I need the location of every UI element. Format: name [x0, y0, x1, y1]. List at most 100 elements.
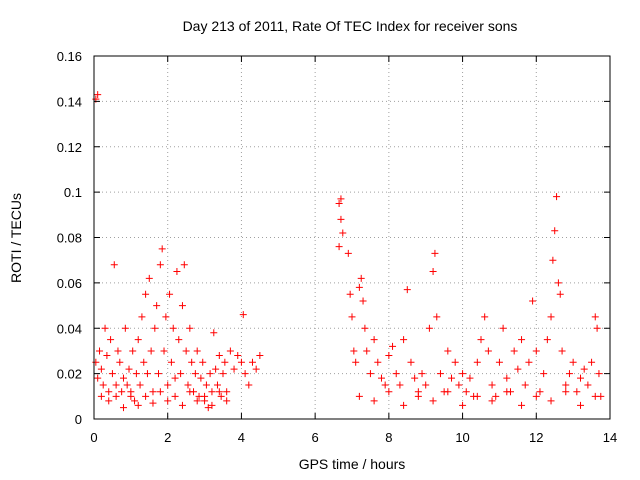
data-point [529, 297, 537, 305]
y-ticks: 0 0.02 0.04 0.06 0.08 0.1 0.12 0.14 0.16 [57, 49, 610, 427]
data-point [171, 374, 179, 382]
data-point [355, 392, 363, 400]
data-points [92, 91, 605, 412]
data-point [131, 397, 139, 405]
data-point [145, 274, 153, 282]
data-point [167, 358, 175, 366]
x-tick-label: 0 [90, 430, 97, 445]
data-point [210, 329, 218, 337]
y-tick-label: 0.14 [57, 94, 82, 109]
data-point [96, 347, 104, 355]
y-tick-label: 0.12 [57, 140, 82, 155]
data-point [197, 374, 205, 382]
data-point [484, 347, 492, 355]
data-point [94, 374, 102, 382]
data-point [518, 401, 526, 409]
data-point [556, 290, 564, 298]
data-point [156, 388, 164, 396]
data-point [385, 351, 393, 359]
data-point [549, 256, 557, 264]
data-point [466, 374, 474, 382]
data-point [462, 388, 470, 396]
data-point [136, 381, 144, 389]
x-tick-label: 6 [312, 430, 319, 445]
data-point [558, 347, 566, 355]
data-point [584, 381, 592, 389]
data-point [217, 392, 225, 400]
data-point [521, 381, 529, 389]
data-point [565, 370, 573, 378]
data-point [208, 401, 216, 409]
data-point [177, 370, 185, 378]
data-point [245, 381, 253, 389]
data-point [573, 388, 581, 396]
data-point [116, 358, 124, 366]
data-point [223, 397, 231, 405]
data-point [248, 358, 256, 366]
data-point [193, 397, 201, 405]
data-point [149, 388, 157, 396]
data-point [164, 381, 172, 389]
data-point [186, 324, 194, 332]
data-point [119, 374, 127, 382]
data-point [221, 358, 229, 366]
data-point [355, 283, 363, 291]
data-point [477, 336, 485, 344]
data-point [455, 381, 463, 389]
data-point [562, 388, 570, 396]
data-point [153, 302, 161, 310]
data-point [219, 370, 227, 378]
data-point [357, 274, 365, 282]
data-point [547, 397, 555, 405]
data-point [226, 347, 234, 355]
data-point [182, 347, 190, 355]
data-point [101, 324, 109, 332]
data-point [503, 388, 511, 396]
data-point [374, 358, 382, 366]
data-point [346, 290, 354, 298]
data-point [112, 381, 120, 389]
data-point [105, 397, 113, 405]
data-point [540, 370, 548, 378]
data-point [431, 249, 439, 257]
data-point [359, 297, 367, 305]
data-point [123, 381, 131, 389]
data-point [178, 401, 186, 409]
data-point [105, 388, 113, 396]
data-point [414, 392, 422, 400]
data-point [518, 336, 526, 344]
data-point [451, 358, 459, 366]
y-tick-label: 0.16 [57, 49, 82, 64]
data-point [422, 381, 430, 389]
data-point [121, 324, 129, 332]
data-point [350, 347, 358, 355]
data-point [580, 365, 588, 373]
data-point [175, 336, 183, 344]
x-tick-label: 2 [164, 430, 171, 445]
data-point [230, 365, 238, 373]
data-point [134, 336, 142, 344]
data-point [237, 358, 245, 366]
x-tick-label: 14 [603, 430, 617, 445]
data-point [191, 370, 199, 378]
data-point [473, 358, 481, 366]
data-point [385, 388, 393, 396]
x-axis-label: GPS time / hours [298, 456, 406, 472]
data-point [444, 347, 452, 355]
data-point [363, 347, 371, 355]
data-point [178, 302, 186, 310]
data-point [239, 311, 247, 319]
data-point [206, 370, 214, 378]
data-point [429, 397, 437, 405]
data-point [495, 358, 503, 366]
data-point [234, 351, 242, 359]
y-tick-label: 0.06 [57, 276, 82, 291]
data-point [562, 381, 570, 389]
data-point [110, 261, 118, 269]
data-point [370, 397, 378, 405]
data-point [134, 401, 142, 409]
y-tick-label: 0.02 [57, 367, 82, 382]
data-point [433, 313, 441, 321]
x-tick-label: 4 [238, 430, 245, 445]
